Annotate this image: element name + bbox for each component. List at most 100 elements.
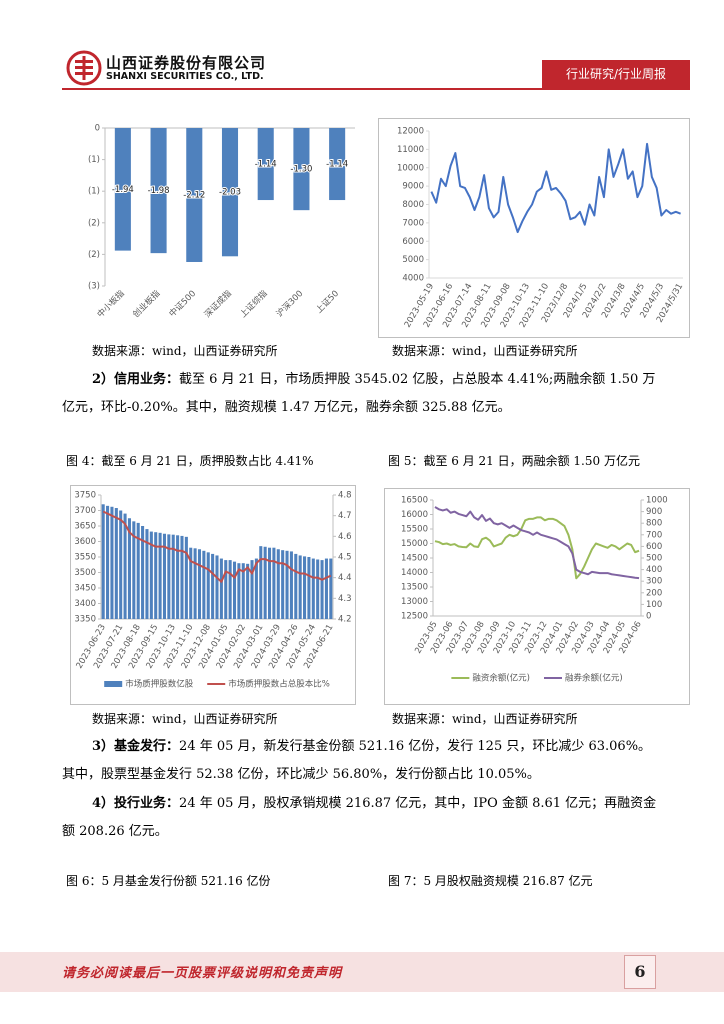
bar	[329, 128, 346, 201]
y-tick-label: 13000	[401, 597, 428, 607]
y-tick-label: 500	[646, 554, 662, 564]
line	[434, 506, 640, 580]
bar	[206, 552, 210, 619]
y-tick-label: 4.4	[338, 573, 352, 583]
y-tick-label: 9000	[402, 182, 424, 192]
bar	[298, 555, 302, 619]
bar	[228, 560, 232, 619]
bar	[106, 505, 110, 619]
y-tick-label: (1)	[88, 155, 100, 165]
y-tick-label: 1000	[646, 496, 668, 506]
data-label: -1.30	[290, 165, 312, 175]
bar	[237, 563, 241, 619]
bar	[285, 550, 289, 619]
bar	[110, 506, 114, 619]
paragraph-lead: 2）信用业务：	[92, 372, 180, 387]
y-tick-label: 600	[646, 542, 662, 552]
y-tick-label: 7000	[402, 218, 424, 228]
bar	[184, 536, 188, 619]
bar	[259, 546, 263, 619]
bar	[123, 513, 127, 619]
bar	[154, 532, 158, 619]
y-tick-label: (2)	[88, 250, 100, 260]
y-tick-label: 700	[646, 530, 662, 540]
bar	[324, 558, 328, 619]
data-label: -1.98	[148, 186, 170, 196]
y-tick-label: 11000	[397, 145, 424, 155]
y-tick-label: 16000	[401, 510, 428, 520]
y-tick-label: (3)	[88, 282, 100, 292]
bar	[272, 547, 276, 619]
legend-item: 市场质押股数占总股本比%	[207, 679, 330, 690]
bar	[197, 549, 202, 619]
y-tick-label: 6000	[402, 237, 424, 247]
y-tick-label: 14500	[401, 554, 428, 564]
pledge-chart: 3350 3400 3450 3500 3550 3600 3650 3700 3750 4.2 4…	[70, 485, 356, 705]
page-number: 6	[624, 955, 656, 989]
y-tick-label: 0	[646, 612, 651, 622]
margin-chart: 12500 13000 13500 14000 14500 15000 15500 16000…	[384, 488, 690, 705]
bar	[232, 561, 237, 619]
y-tick-label: 100	[646, 600, 662, 610]
figure-title: 图 7：5 月股权融资规模 216.87 亿元	[388, 874, 593, 888]
bar	[293, 128, 310, 211]
y-tick-label: 15000	[401, 539, 428, 549]
y-tick-label: 3600	[74, 537, 96, 547]
y-tick-label: 4.8	[338, 491, 352, 501]
y-tick-label: 3400	[74, 599, 96, 609]
y-tick-label: 4.7	[338, 511, 352, 521]
footer-band	[0, 952, 724, 992]
header-rule	[62, 88, 690, 90]
source-caption: 数据来源：wind，山西证券研究所	[392, 344, 578, 358]
y-tick-label: 8000	[402, 200, 424, 210]
bar	[281, 550, 285, 619]
bar	[250, 560, 254, 619]
paragraph-text: 24 年 05 月，股权承销规模 216.87 亿元，其中，IPO 金额 8.6…	[62, 796, 657, 839]
bar	[171, 534, 175, 619]
bar	[294, 553, 298, 619]
x-tick-label: 深证成指	[202, 288, 234, 320]
source-caption: 数据来源：wind，山西证券研究所	[392, 712, 578, 726]
x-tick-label: 沪深300	[274, 288, 305, 319]
data-label: -1.14	[255, 160, 277, 170]
line	[102, 510, 332, 583]
bar	[186, 128, 203, 262]
company-english: SHANXI SECURITIES CO., LTD.	[106, 71, 264, 82]
logo	[66, 50, 102, 86]
bar	[316, 559, 320, 619]
bar	[132, 521, 136, 619]
paragraph-text: 截至 6 月 21 日，市场质押股 3545.02 亿股，占总股本 4.41%;…	[62, 372, 656, 415]
legend-item: 融券余额(亿元)	[544, 673, 623, 684]
y-tick-label: 16500	[401, 496, 428, 506]
y-tick-label: 0	[95, 124, 100, 134]
y-tick-label: 12000	[397, 127, 424, 137]
bar	[119, 510, 123, 619]
bar	[176, 535, 180, 619]
bar	[303, 556, 307, 619]
y-tick-label: 3350	[74, 615, 96, 625]
y-tick-label: 4000	[402, 274, 424, 284]
bar	[101, 504, 105, 619]
bar	[189, 547, 193, 619]
bar	[311, 558, 315, 619]
x-tick-label: 中证500	[167, 288, 198, 319]
paragraph-text: 24 年 05 月，新发行基金份额 521.16 亿份，发行 125 只，环比减…	[62, 739, 652, 782]
legend-label: 融券余额(亿元)	[565, 673, 623, 684]
legend-item: 融资余额(亿元)	[451, 673, 530, 684]
legend-swatch	[104, 681, 123, 687]
x-tick-label: 上证50	[314, 289, 341, 316]
bar	[149, 531, 153, 619]
y-tick-label: 800	[646, 519, 662, 529]
bar	[162, 533, 167, 619]
paragraph: 3）基金发行：24 年 05 月，新发行基金份额 521.16 亿份，发行 12…	[62, 733, 662, 789]
y-tick-label: 3450	[74, 584, 96, 594]
y-tick-label: 4.5	[338, 553, 352, 563]
x-tick-label: 中小板指	[95, 288, 127, 320]
y-tick-label: 3550	[74, 553, 96, 563]
legend-label: 市场质押股数亿股	[125, 679, 194, 690]
bar	[114, 128, 131, 251]
bar	[158, 532, 162, 619]
x-tick-label: 上证综指	[238, 288, 270, 320]
bar	[241, 563, 245, 619]
